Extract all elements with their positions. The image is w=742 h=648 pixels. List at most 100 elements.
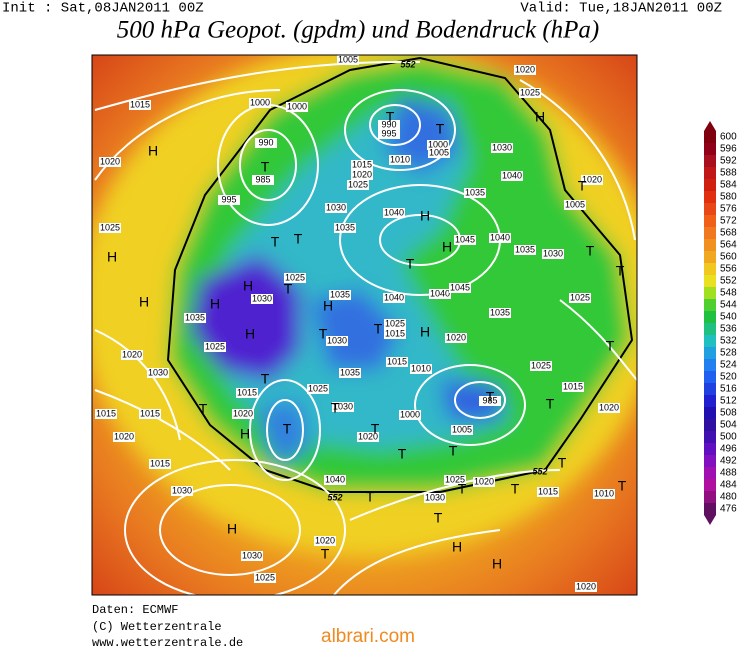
isobar-label: 1015 (96, 408, 116, 418)
contour-label: 552 (532, 466, 547, 476)
isobar-label-box (113, 432, 135, 442)
colorbar-label: 476 (720, 504, 737, 515)
colorbar-label: 584 (720, 180, 737, 191)
isobar-label-box (147, 368, 169, 378)
colorbar-swatch (704, 431, 716, 443)
isobar-label-box (184, 313, 206, 323)
colorbar-label: 552 (720, 276, 737, 287)
isobar-label-box (351, 160, 373, 170)
isobar-label: 1020 (474, 476, 494, 486)
isobar-label-box (489, 308, 511, 318)
isobar-label: 1020 (515, 64, 535, 74)
isobar-label-box (329, 290, 351, 300)
isobar-label-box (204, 342, 226, 352)
pressure-center: H (240, 426, 250, 442)
colorbar-swatch (704, 287, 716, 299)
colorbar-label: 592 (720, 156, 737, 167)
isobar-label: 1005 (565, 199, 585, 209)
isobar-label-box (139, 409, 161, 419)
pressure-center: T (511, 481, 520, 497)
isobar-label: 1035 (465, 187, 485, 197)
colorbar-label: 496 (720, 444, 737, 455)
colorbar-label: 528 (720, 348, 737, 359)
colorbar-swatch (704, 371, 716, 383)
pressure-center: T (606, 338, 615, 354)
isobar-label: 1010 (594, 488, 614, 498)
colorbar-label: 488 (720, 468, 737, 479)
isobar-label: 1020 (446, 332, 466, 342)
isobar-label-box (454, 235, 476, 245)
contour-label: 552 (400, 59, 415, 69)
pressure-center: H (420, 324, 430, 340)
colorbar-label: 524 (720, 360, 737, 371)
isobar-label-box (347, 180, 369, 190)
isobar-label-box (218, 195, 240, 205)
isobar-label: 1025 (445, 474, 465, 484)
isobar-label: 1040 (502, 170, 522, 180)
pressure-center: H (243, 278, 253, 294)
isobar-label: 1025 (255, 572, 275, 582)
colorbar-swatch (704, 395, 716, 407)
colorbar-label: 568 (720, 228, 737, 239)
colorbar-label: 556 (720, 264, 737, 275)
isobar-label-box (384, 319, 406, 329)
pressure-center: H (139, 294, 149, 310)
colorbar-label: 508 (720, 408, 737, 419)
isobar-label: 1025 (308, 383, 328, 393)
colorbar-swatch (704, 323, 716, 335)
isobar-label-box (241, 551, 263, 561)
isobar-label-box (593, 489, 615, 499)
isobar-label-box (232, 409, 254, 419)
pressure-center: T (271, 234, 280, 250)
colorbar-label: 588 (720, 168, 737, 179)
contour-552 (166, 56, 634, 493)
isobar-label-box (410, 364, 432, 374)
isobar-label-box (564, 200, 586, 210)
isobar-label: 1020 (582, 174, 602, 184)
isobar-label: 985 (482, 395, 497, 405)
colorbar-swatch (704, 407, 716, 419)
isobar-label: 1020 (122, 349, 142, 359)
colorbar-swatch (704, 131, 716, 143)
isobar-label-box (569, 293, 591, 303)
colorbar-label: 564 (720, 240, 737, 251)
pressure-center: T (261, 159, 270, 175)
isobar-label: 1020 (100, 156, 120, 166)
isobar-label-box (332, 402, 354, 412)
watermark: albrari.com (321, 626, 415, 647)
pressure-center: T (283, 421, 292, 437)
isobar-label-box (427, 140, 449, 150)
pressure-center: H (227, 521, 237, 537)
isobar-label-box (383, 208, 405, 218)
isobar-label-box (314, 536, 336, 546)
isobar-label: 1030 (326, 202, 346, 212)
isobar-label: 1015 (538, 486, 558, 496)
colorbar-label: 484 (720, 480, 737, 491)
valid-time: Valid: Tue,18JAN2011 00Z (520, 1, 722, 17)
colorbar-swatch (704, 203, 716, 215)
pressure-center: T (374, 321, 383, 337)
isobar-label: 1025 (385, 318, 405, 328)
isobar-label: 1040 (430, 288, 450, 298)
isobar-label: 1020 (315, 535, 335, 545)
isobar-label-box (383, 293, 405, 303)
isobar-label: 1005 (338, 54, 358, 64)
isobar-label-box (99, 157, 121, 167)
isobar-label: 1025 (520, 87, 540, 97)
isobar-label-box (121, 350, 143, 360)
isobar-label: 1030 (172, 485, 192, 495)
isobars (94, 60, 637, 595)
blue-patch (440, 380, 500, 420)
isobar-label-box (562, 382, 584, 392)
isobar-label-box (519, 88, 541, 98)
isobar-label: 1025 (285, 272, 305, 282)
colorbar-label: 520 (720, 372, 737, 383)
isobar-label-box (429, 289, 451, 299)
isobar-label-box (445, 333, 467, 343)
isobar-label: 1015 (352, 159, 372, 169)
isobar-label: 1015 (150, 458, 170, 468)
colorbar-label: 560 (720, 252, 737, 263)
isobar-label-box (473, 477, 495, 487)
isobar-label: 1020 (358, 431, 378, 441)
